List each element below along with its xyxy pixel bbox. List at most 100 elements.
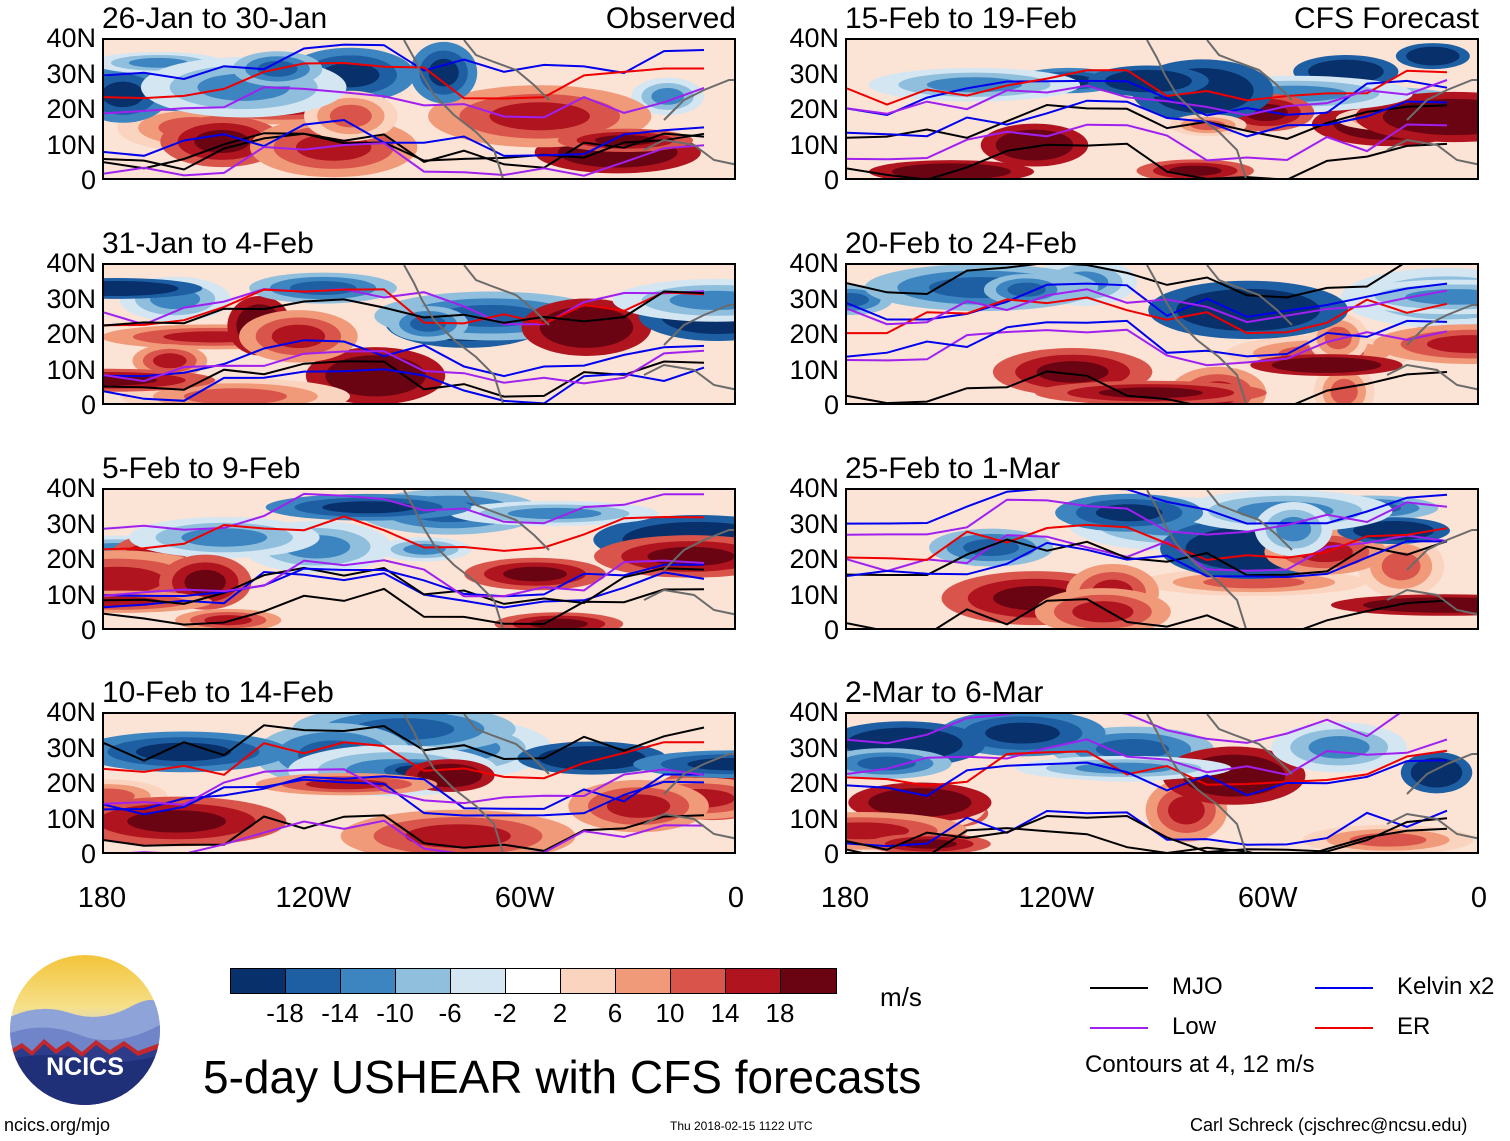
shear-map (102, 712, 736, 854)
shear-map (845, 712, 1479, 854)
figure-title: 5-day USHEAR with CFS forecasts (203, 1051, 922, 1103)
legend-line (1315, 1027, 1373, 1029)
y-tick-label: 0 (80, 165, 96, 195)
y-tick-label: 10N (789, 129, 839, 160)
y-tick-label: 40N (789, 23, 839, 53)
y-tick-label: 40N (46, 23, 96, 53)
logo-text: NCICS (46, 1053, 124, 1081)
legend-note: Contours at 4, 12 m/s (1085, 1051, 1315, 1078)
y-tick-label: 20N (46, 94, 96, 124)
panel-source-label: CFS Forecast (1293, 2, 1479, 35)
colorbar-label: 18 (765, 998, 795, 1028)
y-tick-label: 0 (80, 390, 96, 420)
colorbar-label: 10 (655, 998, 685, 1028)
y-tick-label: 40N (789, 473, 839, 503)
colorbar-swatch (780, 968, 837, 994)
panel-period: 25-Feb to 1-Mar (845, 452, 1061, 485)
footer-left: ncics.org/mjo (4, 1115, 111, 1135)
y-tick-label: 40N (789, 248, 839, 278)
y-tick-label: 0 (80, 615, 96, 645)
y-tick-label: 10N (46, 803, 96, 834)
panel-period: 31-Jan to 4-Feb (102, 227, 314, 260)
x-tick-label: 180 (820, 882, 870, 914)
y-tick-label: 20N (789, 94, 839, 124)
colorbar-units: m/s (880, 982, 922, 1012)
colorbar-swatch (395, 968, 452, 994)
y-tick-label: 30N (789, 283, 839, 314)
footer-center: Thu 2018-02-15 1122 UTC (670, 1119, 813, 1133)
y-tick-label: 20N (46, 768, 96, 798)
y-tick-label: 30N (46, 732, 96, 763)
colorbar-swatch (340, 968, 397, 994)
y-tick-label: 20N (789, 319, 839, 349)
colorbar-label: -14 (321, 998, 359, 1028)
colorbar-label: 2 (552, 998, 568, 1028)
footer-right: Carl Schreck (cjschrec@ncsu.edu) (1190, 1115, 1468, 1135)
x-tick-label: 180 (77, 882, 127, 914)
shear-map (102, 263, 736, 405)
colorbar-swatch (285, 968, 342, 994)
x-tick-label: 60W (1237, 882, 1298, 914)
colorbar-swatch (615, 968, 672, 994)
y-tick-label: 20N (46, 319, 96, 349)
y-tick-label: 30N (46, 58, 96, 89)
legend-label: Low (1172, 1013, 1217, 1040)
x-tick-label: 120W (1018, 882, 1095, 914)
y-tick-label: 20N (46, 544, 96, 574)
legend-label: Kelvin x2 (1397, 973, 1495, 1000)
y-tick-label: 10N (789, 354, 839, 385)
legend-line (1090, 987, 1148, 989)
y-tick-label: 0 (823, 165, 839, 195)
colorbar-label: -2 (493, 998, 517, 1028)
colorbar-label: -18 (266, 998, 304, 1028)
y-tick-label: 40N (46, 248, 96, 278)
y-tick-label: 30N (46, 283, 96, 314)
legend-line (1315, 987, 1373, 989)
colorbar-swatch (230, 968, 287, 994)
panel-source-label: Observed (605, 2, 736, 35)
y-tick-label: 30N (789, 732, 839, 763)
legend-label: MJO (1172, 973, 1223, 1000)
shear-map (102, 38, 736, 180)
x-tick-label: 120W (275, 882, 352, 914)
panel-period: 20-Feb to 24-Feb (845, 227, 1077, 260)
colorbar-swatch (670, 968, 727, 994)
y-tick-label: 30N (789, 58, 839, 89)
ncics-logo: NCICS (10, 955, 160, 1105)
colorbar-swatch (560, 968, 617, 994)
panel-period: 2-Mar to 6-Mar (845, 676, 1044, 709)
panel-period: 10-Feb to 14-Feb (102, 676, 334, 709)
y-tick-label: 0 (80, 839, 96, 869)
y-tick-label: 10N (46, 354, 96, 385)
y-tick-label: 10N (46, 579, 96, 610)
panel-period: 5-Feb to 9-Feb (102, 452, 301, 485)
y-tick-label: 10N (46, 129, 96, 160)
shear-map (845, 263, 1479, 405)
panel-period: 26-Jan to 30-Jan (102, 2, 328, 35)
y-tick-label: 0 (823, 390, 839, 420)
y-tick-label: 0 (823, 615, 839, 645)
y-tick-label: 0 (823, 839, 839, 869)
y-tick-label: 40N (46, 473, 96, 503)
y-tick-label: 30N (789, 508, 839, 539)
x-tick-label: 0 (727, 882, 745, 914)
legend-label: ER (1397, 1013, 1431, 1040)
y-tick-label: 10N (789, 803, 839, 834)
panel-period: 15-Feb to 19-Feb (845, 2, 1077, 35)
colorbar-swatch (450, 968, 507, 994)
legend-line (1090, 1027, 1148, 1029)
shear-map (845, 38, 1479, 180)
colorbar-swatch (725, 968, 782, 994)
x-tick-label: 60W (494, 882, 555, 914)
colorbar-label: -10 (376, 998, 414, 1028)
y-tick-label: 20N (789, 544, 839, 574)
x-tick-label: 0 (1470, 882, 1488, 914)
y-tick-label: 20N (789, 768, 839, 798)
y-tick-label: 40N (46, 697, 96, 727)
colorbar-label: -6 (438, 998, 462, 1028)
shear-map (102, 488, 736, 630)
colorbar-label: 6 (607, 998, 623, 1028)
y-tick-label: 30N (46, 508, 96, 539)
y-tick-label: 40N (789, 697, 839, 727)
colorbar-swatch (505, 968, 562, 994)
